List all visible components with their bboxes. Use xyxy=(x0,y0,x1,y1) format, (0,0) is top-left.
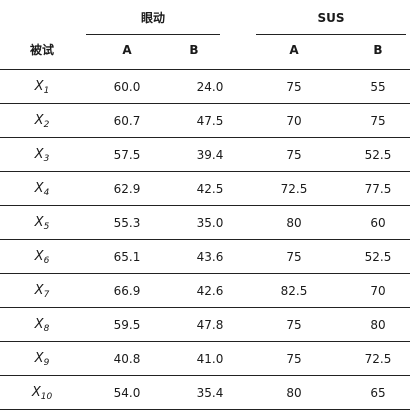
subject-letter: X xyxy=(34,283,44,298)
table-row: X6 65.1 43.6 75 52.5 xyxy=(0,239,410,274)
table-row: X7 66.9 42.6 82.5 70 xyxy=(0,273,410,308)
cell-eye-b: 35.4 xyxy=(196,386,224,400)
subject-letter: X xyxy=(34,181,44,196)
subject-cell: X4 xyxy=(10,172,74,206)
cell-sus-b: 75 xyxy=(370,114,386,128)
subject-index: 9 xyxy=(43,358,50,368)
cell-eye-a: 59.5 xyxy=(113,318,141,332)
column-header-eye-b: B xyxy=(189,43,199,57)
cell-sus-b: 72.5 xyxy=(364,352,392,366)
subject-cell: X7 xyxy=(10,274,74,308)
cell-sus-a: 80 xyxy=(286,216,302,230)
cell-sus-b: 70 xyxy=(370,284,386,298)
column-header-subject: 被试 xyxy=(29,43,54,57)
cell-eye-a: 62.9 xyxy=(113,182,141,196)
subject-index: 6 xyxy=(43,256,50,266)
cell-eye-b: 35.0 xyxy=(196,216,224,230)
cell-sus-a: 82.5 xyxy=(280,284,308,298)
table-row: X3 57.5 39.4 75 52.5 xyxy=(0,137,410,172)
subject-cell: X6 xyxy=(10,240,74,274)
subject-letter: X xyxy=(34,351,44,366)
cell-eye-a: 60.7 xyxy=(113,114,141,128)
table-row: X10 54.0 35.4 80 65 xyxy=(0,375,410,410)
cell-sus-a: 80 xyxy=(286,386,302,400)
cell-eye-a: 65.1 xyxy=(113,250,141,264)
group-header-eye-tracking: 眼动 xyxy=(140,11,165,25)
subject-cell: X3 xyxy=(10,138,74,172)
subject-cell: X9 xyxy=(10,342,74,376)
table-bottom-rule xyxy=(0,409,410,410)
subject-letter: X xyxy=(34,249,44,264)
subject-index: 2 xyxy=(43,120,50,130)
cell-sus-a: 75 xyxy=(286,352,302,366)
subject-index: 4 xyxy=(43,188,50,198)
cell-sus-b: 65 xyxy=(370,386,386,400)
cell-sus-b: 77.5 xyxy=(364,182,392,196)
subject-letter: X xyxy=(34,147,44,162)
column-header-sus-b: B xyxy=(373,43,383,57)
cell-eye-b: 41.0 xyxy=(196,352,224,366)
table-row: X8 59.5 47.8 75 80 xyxy=(0,307,410,342)
subject-letter: X xyxy=(34,317,44,332)
cell-eye-b: 43.6 xyxy=(196,250,224,264)
subject-cell: X2 xyxy=(10,104,74,138)
subject-index: 10 xyxy=(40,392,53,402)
table-row: X4 62.9 42.5 72.5 77.5 xyxy=(0,171,410,206)
group-rule-eye-tracking xyxy=(86,34,220,35)
cell-sus-b: 55 xyxy=(370,80,386,94)
subject-index: 3 xyxy=(43,154,50,164)
cell-sus-a: 75 xyxy=(286,148,302,162)
subject-index: 5 xyxy=(43,222,50,232)
subject-cell: X1 xyxy=(10,70,74,104)
cell-eye-b: 39.4 xyxy=(196,148,224,162)
cell-eye-b: 47.8 xyxy=(196,318,224,332)
cell-eye-b: 42.6 xyxy=(196,284,224,298)
cell-eye-a: 54.0 xyxy=(113,386,141,400)
cell-sus-a: 72.5 xyxy=(280,182,308,196)
subject-letter: X xyxy=(34,79,44,94)
table-row: X5 55.3 35.0 80 60 xyxy=(0,205,410,240)
cell-sus-a: 75 xyxy=(286,80,302,94)
cell-eye-a: 40.8 xyxy=(113,352,141,366)
subject-cell: X5 xyxy=(10,206,74,240)
table-row: X2 60.7 47.5 70 75 xyxy=(0,103,410,138)
cell-sus-a: 70 xyxy=(286,114,302,128)
cell-eye-a: 66.9 xyxy=(113,284,141,298)
cell-eye-b: 42.5 xyxy=(196,182,224,196)
cell-eye-b: 24.0 xyxy=(196,80,224,94)
group-rule-sus xyxy=(256,34,406,35)
cell-sus-b: 52.5 xyxy=(364,250,392,264)
table-row: X9 40.8 41.0 75 72.5 xyxy=(0,341,410,376)
table-row: X1 60.0 24.0 75 55 xyxy=(0,69,410,104)
subject-index: 1 xyxy=(43,86,50,96)
cell-sus-a: 75 xyxy=(286,250,302,264)
group-header-sus: SUS xyxy=(317,11,345,25)
cell-eye-a: 57.5 xyxy=(113,148,141,162)
column-header-eye-a: A xyxy=(122,43,132,57)
cell-sus-b: 52.5 xyxy=(364,148,392,162)
cell-eye-b: 47.5 xyxy=(196,114,224,128)
cell-eye-a: 55.3 xyxy=(113,216,141,230)
cell-sus-b: 60 xyxy=(370,216,386,230)
cell-eye-a: 60.0 xyxy=(113,80,141,94)
column-header-sus-a: A xyxy=(289,43,299,57)
cell-sus-a: 75 xyxy=(286,318,302,332)
subject-index: 7 xyxy=(43,290,50,300)
subject-letter: X xyxy=(31,385,41,400)
subject-letter: X xyxy=(34,215,44,230)
subject-letter: X xyxy=(34,113,44,128)
cell-sus-b: 80 xyxy=(370,318,386,332)
subject-cell: X8 xyxy=(10,308,74,342)
subject-cell: X10 xyxy=(10,376,74,410)
subject-index: 8 xyxy=(43,324,50,334)
